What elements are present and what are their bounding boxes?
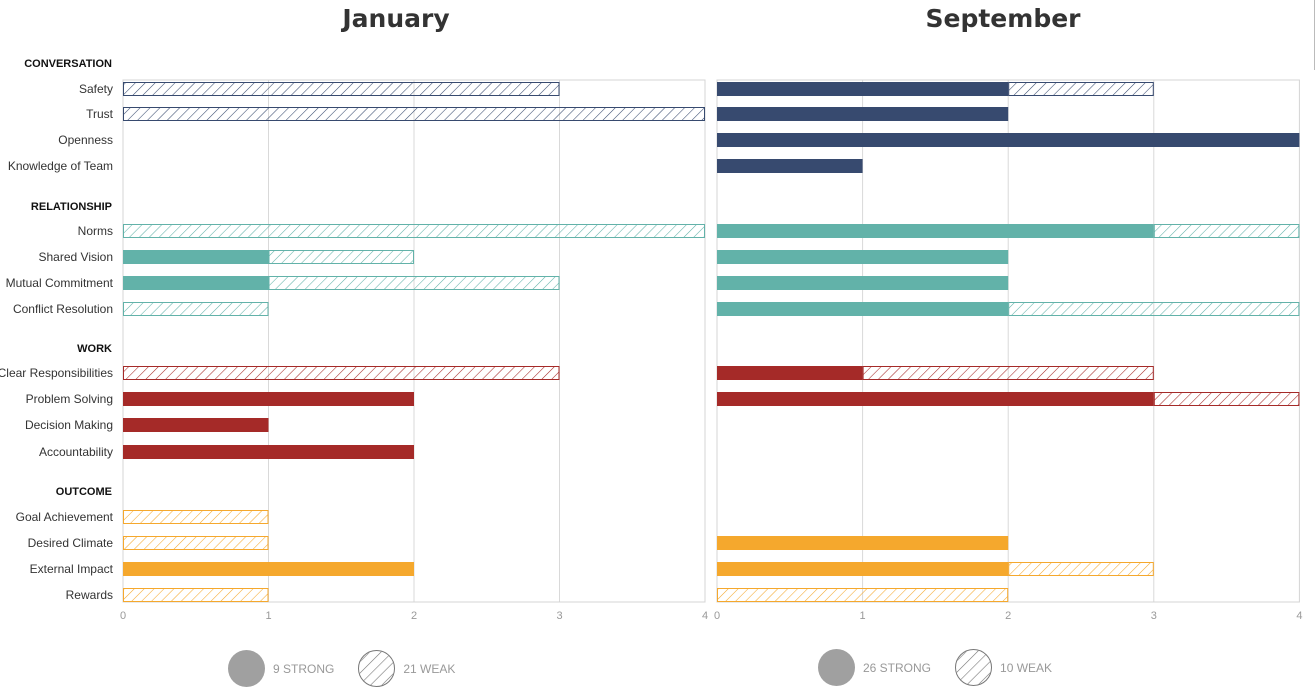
legend-september: 26 STRONG 10 WEAK (818, 649, 1076, 686)
category-label-mutual-commitment: Mutual Commitment (6, 276, 114, 290)
x-tick-label: 1 (860, 610, 866, 622)
legend-weak-label: 21 WEAK (403, 661, 456, 676)
category-label-trust: Trust (86, 107, 114, 121)
bar-strong-problem-solving (123, 392, 414, 406)
bar-weak-rewards (717, 588, 1009, 602)
x-tick-label: 3 (1151, 610, 1157, 622)
category-label-goal-achievement: Goal Achievement (16, 510, 114, 524)
chart-panel-september: 0 1 2 3 4 (714, 79, 1302, 622)
bar-weak-clear-responsibilities (862, 366, 1154, 380)
group-header-outcome: OUTCOME (56, 486, 112, 498)
legend-strong-item: 9 STRONG (228, 650, 334, 687)
bar-strong-norms (717, 224, 1154, 238)
legend-strong-item: 26 STRONG (818, 649, 931, 686)
bar-strong-accountability (123, 445, 414, 459)
comparison-bar-charts: 0 1 2 3 4 CONVERSATION Safety Trust Openness Know… (0, 58, 1302, 622)
window-edge-divider (1314, 0, 1315, 70)
bar-strong-external-impact (717, 562, 1009, 576)
bar-weak-conflict-resolution (1008, 302, 1300, 316)
x-tick-label: 1 (265, 610, 271, 622)
category-label-conflict-resolution: Conflict Resolution (13, 302, 113, 316)
category-label-safety: Safety (79, 82, 113, 96)
legend-january: 9 STRONG 21 WEAK (228, 650, 479, 687)
bar-weak-goal-achievement (123, 510, 269, 524)
bar-weak-external-impact (1008, 562, 1154, 576)
bar-strong-clear-responsibilities (717, 366, 863, 380)
bar-weak-problem-solving (1153, 392, 1300, 406)
bar-weak-clear-responsibilities (123, 366, 560, 380)
category-label-problem-solving: Problem Solving (26, 392, 113, 406)
category-label-openness: Openness (58, 133, 113, 147)
plot-frame (122, 79, 706, 603)
bar-weak-desired-climate (123, 536, 269, 550)
strong-swatch-icon (228, 650, 265, 687)
category-label-desired-climate: Desired Climate (28, 536, 114, 550)
legend-strong-label: 26 STRONG (863, 660, 932, 675)
bar-strong-conflict-resolution (717, 302, 1009, 316)
legend-weak-item: 21 WEAK (358, 650, 455, 687)
legend-strong-label: 9 STRONG (273, 661, 335, 676)
category-label-shared-vision: Shared Vision (39, 250, 114, 264)
bar-strong-mutual-commitment (717, 276, 1009, 290)
bar-strong-trust (717, 107, 1009, 121)
group-header-work: WORK (77, 343, 112, 355)
category-label-knowledge-of-team: Knowledge of Team (8, 159, 113, 173)
bar-weak-shared-vision (268, 250, 414, 264)
bar-strong-desired-climate (717, 536, 1009, 550)
x-tick-label: 4 (702, 610, 708, 622)
chart-title-january: January (342, 4, 450, 33)
bar-weak-safety (123, 82, 560, 96)
x-tick-label: 4 (1296, 610, 1302, 622)
bar-weak-conflict-resolution (123, 302, 269, 316)
legend-weak-label: 10 WEAK (1000, 660, 1053, 675)
bar-strong-problem-solving (717, 392, 1154, 406)
bar-weak-norms (123, 224, 705, 238)
bar-weak-rewards (123, 588, 269, 602)
group-header-relationship: RELATIONSHIP (31, 201, 112, 213)
x-tick-label: 2 (1005, 610, 1011, 622)
x-tick-label: 0 (120, 610, 126, 622)
bar-strong-safety (717, 82, 1009, 96)
bar-weak-norms (1153, 224, 1300, 238)
bar-weak-mutual-commitment (268, 276, 560, 290)
category-label-norms: Norms (78, 224, 113, 238)
category-label-clear-responsibilities: Clear Responsibilities (0, 366, 113, 380)
weak-swatch-icon (955, 649, 993, 686)
legend-weak-item: 10 WEAK (955, 649, 1052, 686)
bar-strong-mutual-commitment (123, 276, 269, 290)
chart-title-september: September (925, 4, 1081, 33)
category-label-decision-making: Decision Making (25, 418, 113, 432)
bar-strong-knowledge-of-team (717, 159, 863, 173)
bar-strong-external-impact (123, 562, 414, 576)
x-tick-label: 2 (411, 610, 417, 622)
category-label-external-impact: External Impact (30, 562, 114, 576)
x-tick-label: 0 (714, 610, 720, 622)
strong-swatch-icon (818, 649, 855, 686)
bar-strong-decision-making (123, 418, 269, 432)
plot-frame (716, 79, 1300, 603)
bar-strong-shared-vision (717, 250, 1009, 264)
bar-strong-shared-vision (123, 250, 269, 264)
category-label-rewards: Rewards (66, 588, 113, 602)
group-header-conversation: CONVERSATION (24, 58, 112, 70)
bar-weak-trust (123, 107, 705, 121)
chart-panel-january: 0 1 2 3 4 (120, 79, 708, 622)
weak-swatch-icon (358, 650, 396, 687)
bar-weak-safety (1008, 82, 1154, 96)
category-label-accountability: Accountability (39, 445, 113, 459)
bar-strong-openness (717, 133, 1300, 147)
x-tick-label: 3 (556, 610, 562, 622)
